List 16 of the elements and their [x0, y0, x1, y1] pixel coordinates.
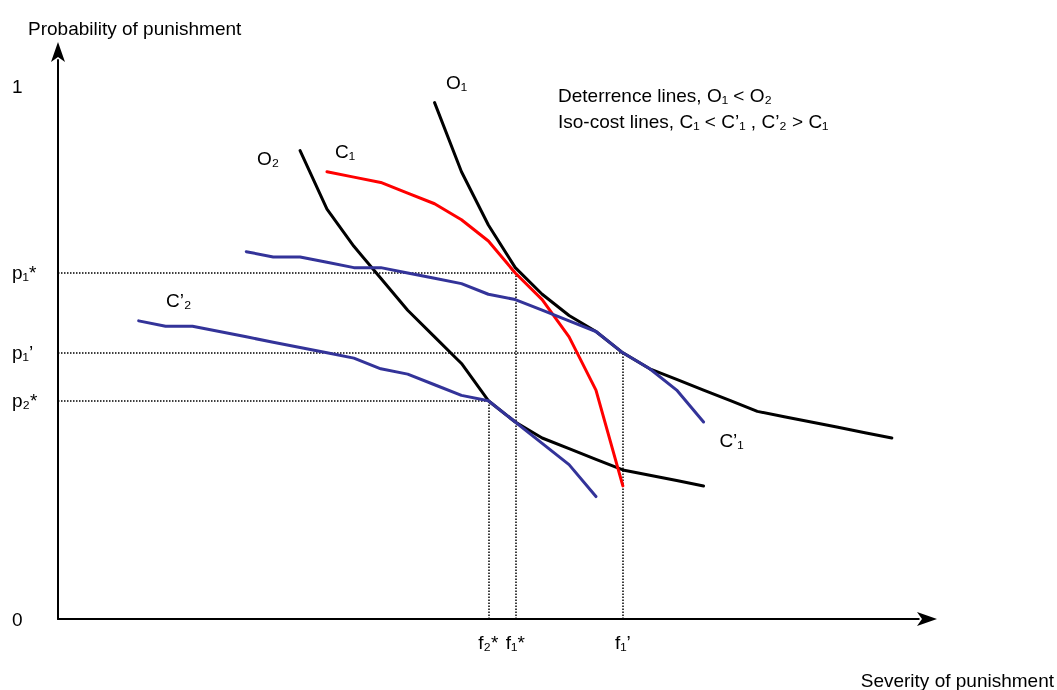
- series-label: C’₁: [719, 429, 744, 451]
- annotation: Iso-cost lines, C₁ < C’₁ , C’₂ > C₁: [558, 111, 829, 132]
- y-tick-label: 1: [12, 76, 23, 98]
- y-axis-title: Probability of punishment: [28, 18, 243, 39]
- series-label: C₁: [334, 141, 356, 163]
- x-tick-label: f₁*: [505, 632, 526, 653]
- series-label: C’₂: [166, 290, 192, 312]
- y-tick-label: p₁’: [12, 342, 34, 364]
- x-tick-label: f₂*: [478, 632, 499, 653]
- annotation: Deterrence lines, O₁ < O₂: [558, 85, 772, 106]
- x-tick-label: f₁’: [614, 632, 631, 653]
- y-tick-label: 0: [12, 608, 23, 630]
- y-tick-label: p₂*: [12, 390, 38, 412]
- y-tick-label: p₁*: [12, 262, 37, 284]
- series-label: O₂: [257, 148, 280, 169]
- series-label: O₁: [445, 72, 468, 94]
